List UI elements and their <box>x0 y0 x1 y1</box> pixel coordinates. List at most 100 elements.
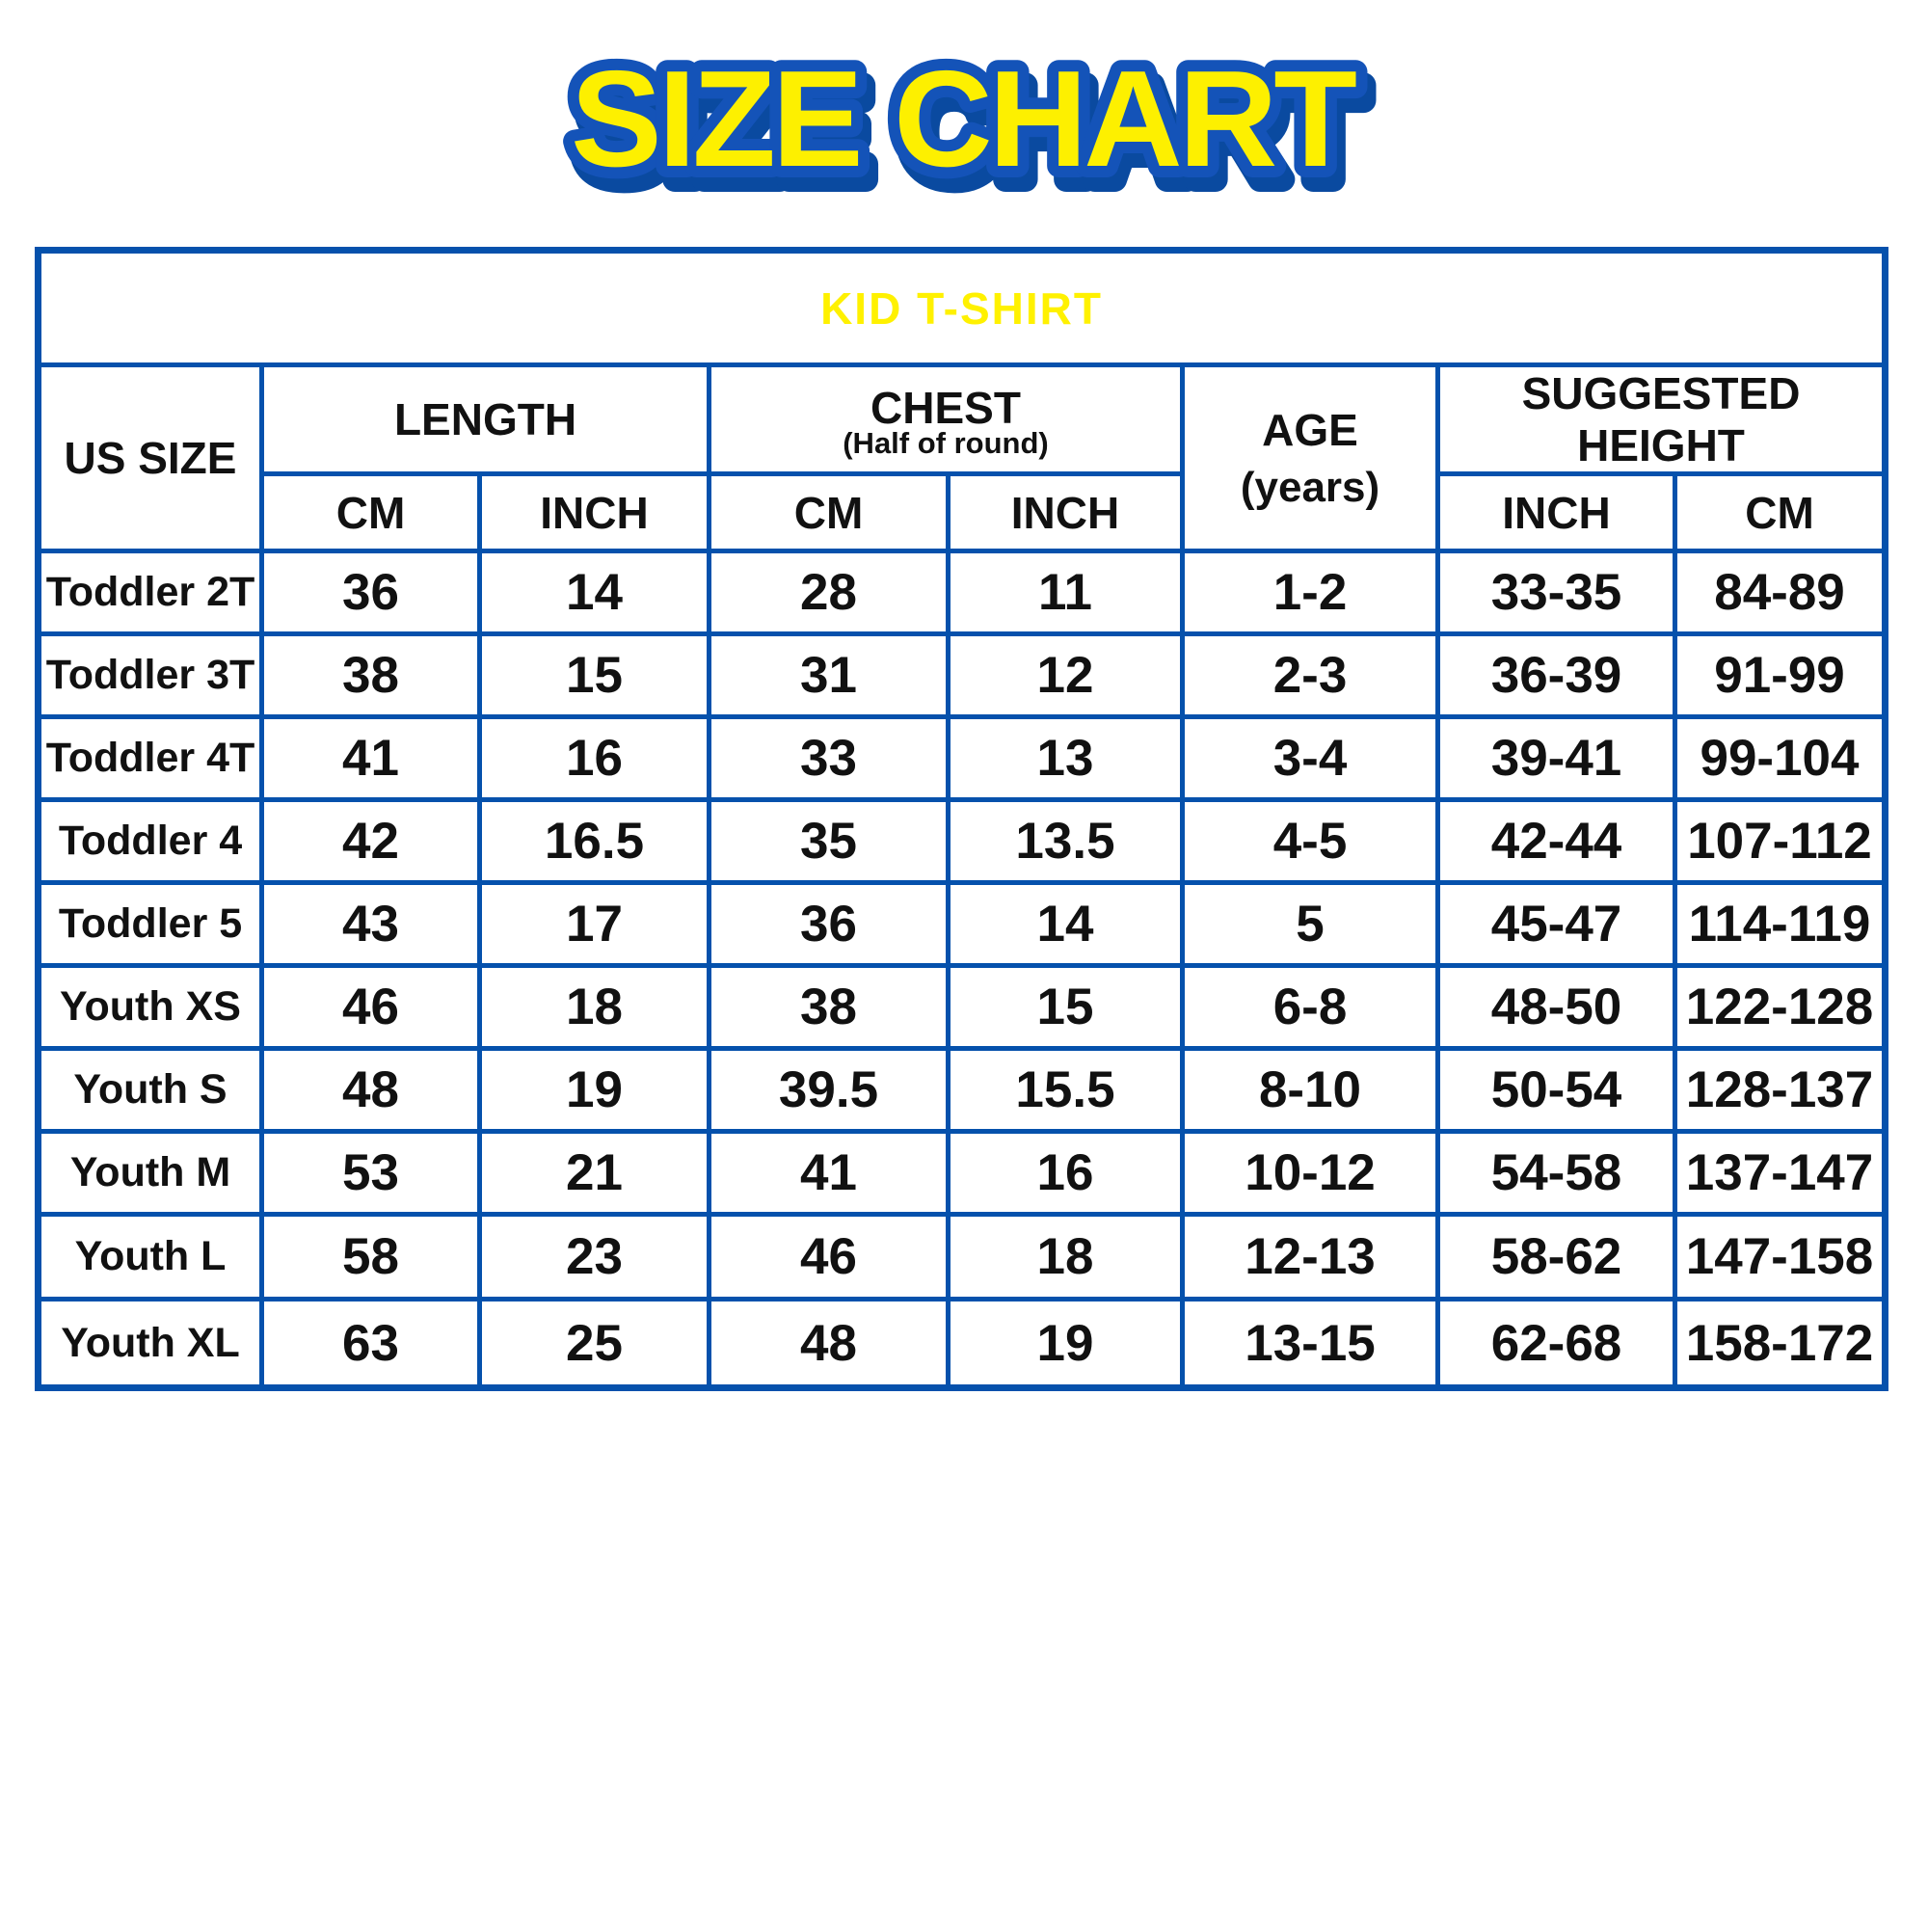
col-header-chest-note: (Half of round) <box>843 426 1049 461</box>
cell-length-cm: 58 <box>259 1212 482 1301</box>
table-row: Youth XL 63 25 48 19 13-15 62-68 158-172 <box>36 1297 1888 1390</box>
table-row: Youth XS 46 18 38 15 6-8 48-50 122-128 <box>36 963 1888 1051</box>
col-header-chest: CHEST (Half of round) <box>707 362 1185 476</box>
cell-chest-inch: 18 <box>946 1212 1185 1301</box>
cell-chest-cm: 35 <box>707 797 951 885</box>
col-header-age: AGE (years) <box>1180 362 1440 553</box>
cell-chest-cm: 39.5 <box>707 1046 951 1134</box>
cell-height-inch: 45-47 <box>1435 880 1677 968</box>
cell-length-cm: 36 <box>259 549 482 636</box>
col-header-suggested-height: SUGGESTED HEIGHT <box>1434 362 1888 476</box>
cell-us-size: Youth S <box>36 1046 264 1134</box>
table-row: Toddler 2T 36 14 28 11 1-2 33-35 84-89 <box>36 549 1888 636</box>
cell-length-cm: 53 <box>259 1129 482 1217</box>
cell-us-size: Toddler 3T <box>36 631 264 719</box>
cell-length-inch: 15 <box>477 631 711 719</box>
cell-height-cm: 137-147 <box>1672 1129 1888 1217</box>
table-row: Toddler 3T 38 15 31 12 2-3 36-39 91-99 <box>36 631 1888 719</box>
table-title: KID T-SHIRT <box>35 248 1888 367</box>
cell-chest-cm: 41 <box>707 1129 951 1217</box>
col-header-chest-cm: CM <box>707 471 951 553</box>
cell-chest-inch: 12 <box>946 631 1185 719</box>
cell-us-size: Youth M <box>36 1129 264 1217</box>
table-row: Youth L 58 23 46 18 12-13 58-62 147-158 <box>36 1212 1888 1301</box>
page-title: SIZE CHART SIZE CHART <box>0 17 1928 244</box>
cell-chest-inch: 16 <box>946 1129 1185 1217</box>
cell-length-cm: 41 <box>259 714 482 802</box>
cell-chest-cm: 48 <box>707 1297 951 1390</box>
table-row: Toddler 4T 41 16 33 13 3-4 39-41 99-104 <box>36 714 1888 802</box>
cell-length-inch: 16.5 <box>477 797 711 885</box>
cell-age: 8-10 <box>1180 1046 1440 1134</box>
cell-height-cm: 84-89 <box>1672 549 1888 636</box>
col-header-length: LENGTH <box>259 362 711 476</box>
cell-chest-inch: 19 <box>946 1297 1185 1390</box>
cell-length-inch: 25 <box>477 1297 711 1390</box>
col-header-length-inch: INCH <box>477 471 711 553</box>
cell-chest-cm: 33 <box>707 714 951 802</box>
cell-age: 12-13 <box>1180 1212 1440 1301</box>
col-header-age-label: AGE <box>1262 405 1358 455</box>
page-title-shadow-text: SIZE CHART <box>578 56 1364 209</box>
cell-height-inch: 36-39 <box>1435 631 1677 719</box>
table-header: KID T-SHIRT US SIZE LENGTH CHEST (Half o… <box>35 248 1888 553</box>
cell-height-cm: 158-172 <box>1672 1297 1888 1390</box>
cell-age: 6-8 <box>1180 963 1440 1051</box>
page-title-art: SIZE CHART SIZE CHART <box>559 31 1380 222</box>
cell-height-inch: 42-44 <box>1435 797 1677 885</box>
cell-chest-inch: 13 <box>946 714 1185 802</box>
cell-us-size: Toddler 5 <box>36 880 264 968</box>
cell-age: 10-12 <box>1180 1129 1440 1217</box>
cell-chest-cm: 46 <box>707 1212 951 1301</box>
cell-length-inch: 21 <box>477 1129 711 1217</box>
col-header-height-inch: INCH <box>1435 471 1677 553</box>
table-body: Toddler 2T 36 14 28 11 1-2 33-35 84-89 T… <box>36 549 1888 1390</box>
cell-us-size: Youth L <box>36 1212 264 1301</box>
cell-chest-cm: 31 <box>707 631 951 719</box>
table-row: Youth S 48 19 39.5 15.5 8-10 50-54 128-1… <box>36 1046 1888 1134</box>
cell-us-size: Toddler 4T <box>36 714 264 802</box>
cell-chest-cm: 36 <box>707 880 951 968</box>
cell-us-size: Toddler 2T <box>36 549 264 636</box>
cell-length-inch: 14 <box>477 549 711 636</box>
cell-height-inch: 39-41 <box>1435 714 1677 802</box>
cell-age: 13-15 <box>1180 1297 1440 1390</box>
cell-us-size: Youth XS <box>36 963 264 1051</box>
cell-chest-inch: 15.5 <box>946 1046 1185 1134</box>
cell-height-inch: 48-50 <box>1435 963 1677 1051</box>
cell-height-cm: 91-99 <box>1672 631 1888 719</box>
cell-length-cm: 42 <box>259 797 482 885</box>
cell-length-inch: 23 <box>477 1212 711 1301</box>
cell-height-inch: 58-62 <box>1435 1212 1677 1301</box>
col-header-age-note: (years) <box>1240 464 1380 511</box>
col-header-us-size: US SIZE <box>36 362 264 553</box>
col-header-height-cm: CM <box>1672 471 1888 553</box>
size-table: KID T-SHIRT US SIZE LENGTH CHEST (Half o… <box>35 247 1889 1391</box>
table-row: Toddler 5 43 17 36 14 5 45-47 114-119 <box>36 880 1888 968</box>
col-header-chest-label: CHEST <box>870 383 1021 434</box>
cell-length-cm: 43 <box>259 880 482 968</box>
cell-height-cm: 128-137 <box>1672 1046 1888 1134</box>
table-row: Toddler 4 42 16.5 35 13.5 4-5 42-44 107-… <box>36 797 1888 885</box>
cell-age: 2-3 <box>1180 631 1440 719</box>
cell-chest-inch: 11 <box>946 549 1185 636</box>
cell-age: 5 <box>1180 880 1440 968</box>
header-row-groups: US SIZE LENGTH CHEST (Half of round) AGE… <box>36 362 1888 553</box>
cell-us-size: Toddler 4 <box>36 797 264 885</box>
cell-height-inch: 33-35 <box>1435 549 1677 636</box>
col-header-length-cm: CM <box>259 471 482 553</box>
table-row: Youth M 53 21 41 16 10-12 54-58 137-147 <box>36 1129 1888 1217</box>
header-row-units: CM INCH CM INCH INCH CM <box>39 471 1888 553</box>
cell-height-inch: 50-54 <box>1435 1046 1677 1134</box>
cell-length-inch: 17 <box>477 880 711 968</box>
cell-length-inch: 18 <box>477 963 711 1051</box>
cell-length-cm: 48 <box>259 1046 482 1134</box>
cell-chest-inch: 14 <box>946 880 1185 968</box>
cell-height-cm: 107-112 <box>1672 797 1888 885</box>
cell-chest-cm: 38 <box>707 963 951 1051</box>
cell-length-inch: 16 <box>477 714 711 802</box>
cell-chest-inch: 15 <box>946 963 1185 1051</box>
table-title-bar: KID T-SHIRT <box>35 248 1888 367</box>
cell-chest-inch: 13.5 <box>946 797 1185 885</box>
